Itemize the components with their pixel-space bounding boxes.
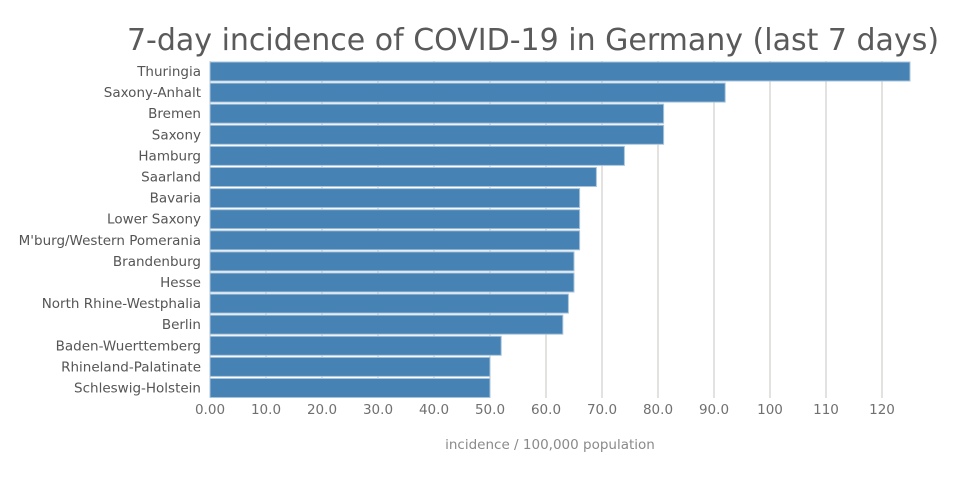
bar-bremen [209,103,665,124]
chart-title: 7-day incidence of COVID-19 in Germany (… [127,23,939,58]
category-label: Lower Saxony [107,212,201,228]
bar-saarland [209,167,597,187]
bar-brandenburg [209,251,575,272]
x-tick-label: 90.0 [699,402,729,418]
x-axis-ticks: 0.00 10.0 20.0 30.0 40.0 50.0 60.0 70.0 80.0 90.0… [195,402,895,418]
category-label: North Rhine-Westphalia [42,296,201,312]
category-label: Hesse [160,275,201,291]
bar-saxony [209,124,665,145]
x-tick-label: 0.00 [195,402,225,418]
x-tick-label: 30.0 [363,402,393,418]
bar-thuringia [209,61,911,82]
bar-saxony-anhalt [209,82,726,103]
category-label: M'burg/Western Pomerania [19,233,201,249]
x-tick-label: 60.0 [531,402,561,418]
bar-hesse [209,272,575,293]
category-label: Saarland [141,170,201,186]
x-tick-label: 120 [869,402,895,418]
bar-north-rhine-westphalia [209,293,569,314]
category-label: Brandenburg [113,254,201,270]
category-label: Hamburg [138,148,201,164]
x-tick-label: 110 [813,402,839,418]
bar-berlin [209,314,564,335]
x-tick-label: 80.0 [643,402,673,418]
x-tick-label: 50.0 [475,402,505,418]
category-label: Bremen [148,106,201,122]
category-label: Berlin [162,317,201,333]
x-axis-label: incidence / 100,000 population [445,437,655,453]
bar-rhineland-palatinate [209,356,491,377]
bar-lower-saxony [209,209,581,230]
x-tick-label: 100 [757,402,783,418]
x-tick-label: 10.0 [251,402,281,418]
bars [209,61,911,398]
bar-schleswig-holstein [209,378,491,398]
x-tick-label: 40.0 [419,402,449,418]
category-label: Saxony [152,127,201,143]
bar-hamburg [209,145,625,166]
category-label: Schleswig-Holstein [74,381,201,397]
category-label: Thuringia [136,64,201,80]
category-labels: Thuringia Saxony-Anhalt Bremen Saxony Hambur… [19,64,201,397]
x-tick-label: 20.0 [307,402,337,418]
category-label: Bavaria [150,191,201,207]
bar-baden-wuerttemberg [209,335,502,356]
category-label: Saxony-Anhalt [104,85,201,101]
category-label: Baden-Wuerttemberg [56,338,201,354]
bar-bavaria [209,188,581,209]
category-label: Rhineland-Palatinate [61,359,201,375]
x-tick-label: 70.0 [587,402,617,418]
bar-m-burg-western-pomerania [209,230,581,251]
